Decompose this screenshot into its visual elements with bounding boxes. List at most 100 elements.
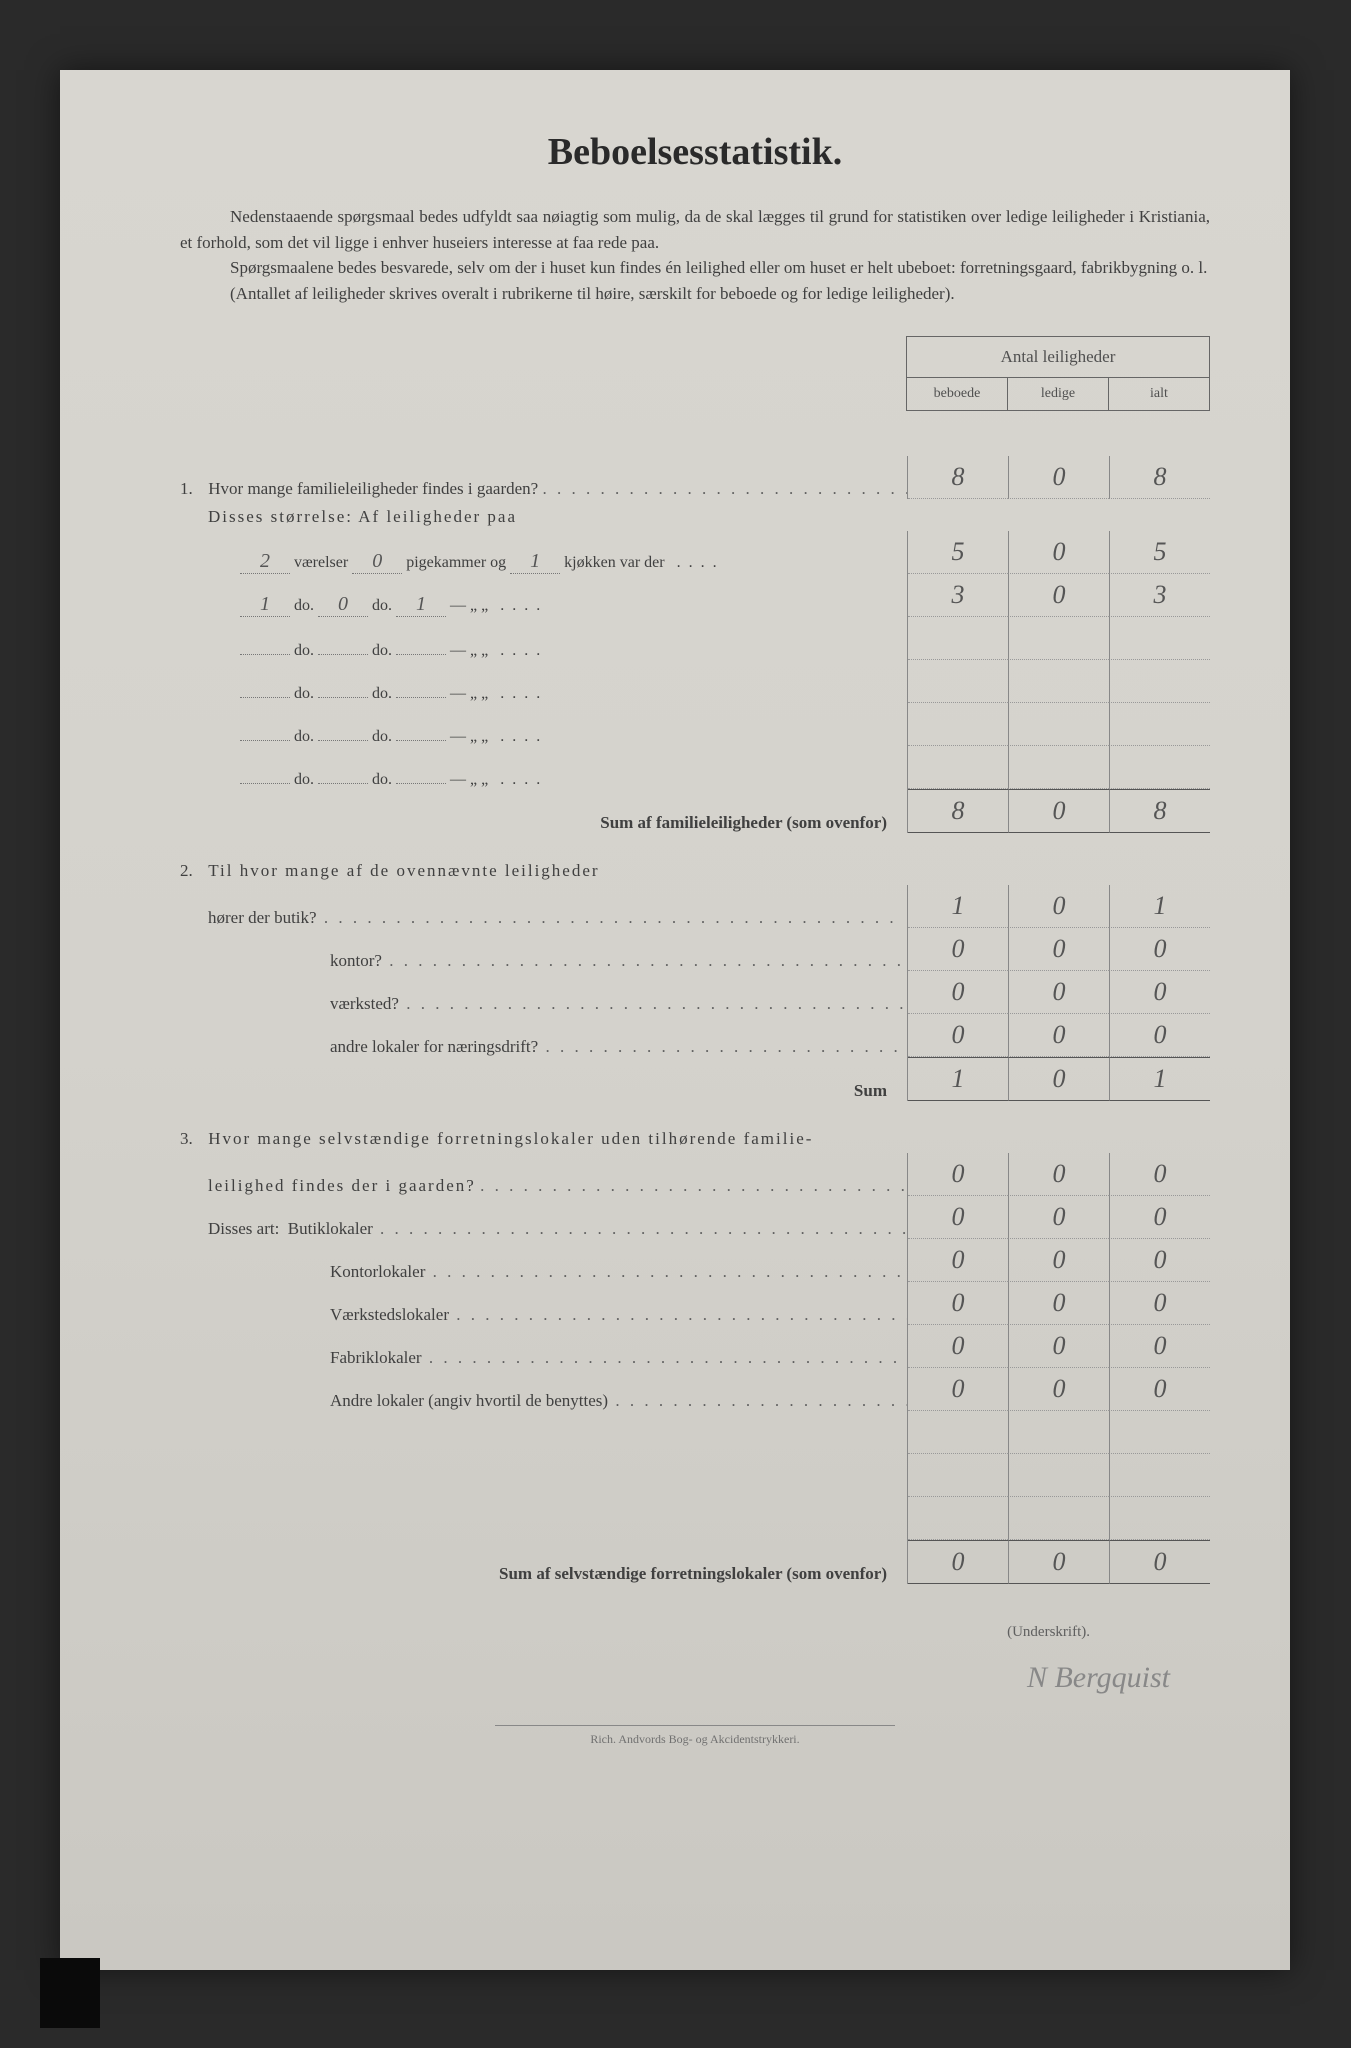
cell: 0 [1008, 574, 1109, 617]
q1-sum-label: Sum af familieleiligheder (som ovenfor) [180, 813, 907, 833]
label-pigekammer: do. [372, 728, 392, 745]
cell: 0 [908, 1196, 1008, 1239]
q3-detail-row: Andre lokaler (angiv hvortil de benyttes… [180, 1368, 1210, 1411]
col-ledige: ledige [1007, 378, 1108, 411]
q1-detail-text: do. do. — „ „ . . . . [180, 728, 907, 746]
q1-cells: 8 0 8 [907, 456, 1210, 499]
cell: 1 [908, 885, 1008, 928]
cell: 0 [1008, 789, 1109, 833]
q2-detail-row: værksted?000 [180, 971, 1210, 1014]
fill-kjokken: 1 [510, 550, 560, 574]
cell [908, 1411, 1008, 1454]
q2-sum-cells: 1 0 1 [907, 1057, 1210, 1101]
q1-row: 1. Hvor mange familieleiligheder findes … [180, 456, 1210, 499]
cell: 0 [1109, 1239, 1210, 1282]
scan-artifact [40, 1958, 100, 2028]
cell [1109, 660, 1210, 703]
label-vaerelser: værelser [294, 554, 348, 571]
q1-detail-row: do. do. — „ „ . . . . [180, 703, 1210, 746]
cell: 0 [1109, 1368, 1210, 1411]
label-pigekammer: do. [372, 685, 392, 702]
cell [1008, 1454, 1109, 1497]
q3-item-text: Andre lokaler (angiv hvortil de benyttes… [330, 1391, 608, 1410]
dots [480, 1176, 907, 1195]
q3-text1: Hvor mange selvstændige forretningslokal… [208, 1129, 813, 1148]
fill-vaerelser [240, 697, 290, 698]
cell [1008, 703, 1109, 746]
cell: 3 [1109, 574, 1210, 617]
cell [1008, 660, 1109, 703]
q2-item-text: hører der butik? [208, 908, 317, 927]
intro-p2: Spørgsmaalene bedes besvarede, selv om d… [180, 255, 1210, 281]
cell: 1 [1109, 1057, 1210, 1101]
q1-detail-cells: 505 [907, 531, 1210, 574]
q3-line2-row: leilighed findes der i gaarden? 0 0 0 [180, 1153, 1210, 1196]
q3-line1: 3. Hvor mange selvstændige forretningslo… [180, 1129, 1210, 1149]
label-pigekammer: do. [372, 597, 392, 614]
q2-detail-row: andre lokaler for næringsdrift?000 [180, 1014, 1210, 1057]
label-kjokken: — „ „ [450, 685, 488, 702]
q1-text: Hvor mange familieleiligheder findes i g… [208, 479, 538, 498]
q2-detail-cells: 000 [907, 1014, 1210, 1057]
cell: 0 [908, 1325, 1008, 1368]
label-vaerelser: do. [294, 642, 314, 659]
fill-vaerelser [240, 654, 290, 655]
q3-detail-cells: 000 [907, 1282, 1210, 1325]
q3-detail-cells: 000 [907, 1196, 1210, 1239]
cell: 0 [1008, 1153, 1109, 1196]
cell: 5 [1109, 531, 1210, 574]
questions-body: 1. Hvor mange familieleiligheder findes … [180, 336, 1210, 1584]
q1-detail-text: 2 værelser 0 pigekammer og 1 kjøkken var… [180, 550, 907, 574]
cell: 8 [908, 789, 1008, 833]
cell [908, 746, 1008, 789]
q3-text2: leilighed findes der i gaarden? [208, 1176, 476, 1195]
cell: 0 [1109, 1196, 1210, 1239]
col-ialt: ialt [1108, 378, 1209, 411]
underskrift-label: (Underskrift). [180, 1624, 1210, 1641]
cell: 0 [1008, 1282, 1109, 1325]
q2-detail-label: værksted? [180, 994, 907, 1014]
label-vaerelser: do. [294, 728, 314, 745]
dots [399, 994, 907, 1013]
dots [373, 1219, 907, 1238]
cell [908, 703, 1008, 746]
q1-detail-row: do. do. — „ „ . . . . [180, 617, 1210, 660]
q3-sub: Disses art: [208, 1219, 279, 1238]
cell: 0 [908, 1153, 1008, 1196]
printer-footer: Rich. Andvords Bog- og Akcidentstrykkeri… [495, 1725, 895, 1747]
cell [1109, 1497, 1210, 1540]
cell [1008, 1411, 1109, 1454]
q1-detail-text: do. do. — „ „ . . . . [180, 771, 907, 789]
fill-kjokken [396, 740, 446, 741]
q2-text: Til hvor mange af de ovennævnte leilighe… [208, 861, 599, 880]
label-kjokken: kjøkken var der [564, 554, 664, 571]
q1-sum-cells: 8 0 8 [907, 789, 1210, 833]
cell: 0 [908, 971, 1008, 1014]
label-kjokken: — „ „ [450, 728, 488, 745]
table-area: Antal leiligheder beboede ledige ialt 1.… [180, 336, 1210, 1584]
fill-pigekammer: 0 [318, 593, 368, 617]
page-title: Beboelsesstatistik. [180, 130, 1210, 174]
label-vaerelser: do. [294, 597, 314, 614]
cell: 0 [1008, 885, 1109, 928]
dots [542, 479, 907, 498]
cell [1008, 1497, 1109, 1540]
q2-detail-row: hører der butik?101 [180, 885, 1210, 928]
fill-pigekammer [318, 740, 368, 741]
intro-text: Nedenstaaende spørgsmaal bedes udfyldt s… [180, 204, 1210, 306]
col-beboede: beboede [907, 378, 1007, 411]
q1-detail-cells [907, 746, 1210, 789]
q3-detail-row: Fabriklokaler000 [180, 1325, 1210, 1368]
dots [608, 1391, 907, 1410]
cell: 3 [908, 574, 1008, 617]
fill-pigekammer [318, 783, 368, 784]
cell [1109, 703, 1210, 746]
fill-vaerelser: 1 [240, 593, 290, 617]
q2-detail-label: kontor? [180, 951, 907, 971]
cell: 0 [908, 1368, 1008, 1411]
q3-detail-label: Fabriklokaler [180, 1348, 907, 1368]
q1-sub: Disses størrelse: Af leiligheder paa [208, 507, 1210, 527]
q1-detail-text: do. do. — „ „ . . . . [180, 685, 907, 703]
q1-detail-text: 1 do. 0 do. 1 — „ „ . . . . [180, 593, 907, 617]
q3-detail-row [180, 1497, 1210, 1540]
